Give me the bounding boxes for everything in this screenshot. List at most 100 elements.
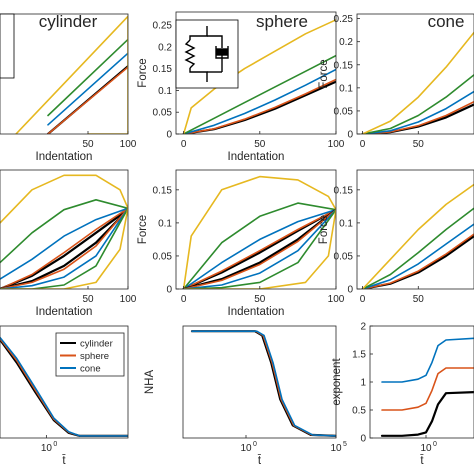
sphere-load-ytick-label-2: 0.1 [158,86,172,97]
cone-hysteresis-ytick-label-1: 0.05 [334,251,354,262]
cylinder-hysteresis-series-yellow-9 [0,207,128,289]
cone-load-ytick-label-2: 0.1 [339,83,353,94]
cone-load-series-group [361,31,474,134]
cone-load-series-yellow-4 [361,31,474,134]
cylinder-hysteresis-series-blue-2 [0,207,128,280]
exponent-series-black-0 [380,391,474,437]
cylinder-hysteresis-xlabel: Indentation [36,306,93,318]
exponent-ytick-label-1: 0.5 [352,406,366,417]
sphere-load-ytick-label-5: 0.25 [153,21,173,32]
cylinder-hysteresis-panel: 50 100 Indentation [0,169,137,318]
cone-load-ylabel: Force [318,59,330,88]
exponent-panel: 10 000.511.52t̄exponent [331,322,474,467]
sphere-hysteresis-series-red-1 [182,208,336,289]
sphere-hysteresis-panel: 0 50 100 0 0.05 0.1 0.15 Indentation Force [137,169,345,318]
cylinder-load-series-yellow-4 [15,15,128,134]
nha-xtick-exponent-1: 5 [343,441,347,448]
exponent-ytick-label-2: 1 [360,378,366,389]
nha-xlabel: t̄ [257,455,262,467]
exponent-ylabel: exponent [331,358,343,406]
nha-xtick-label-0: 10 [240,443,252,454]
sphere-load-ytick-label-0: 0 [166,130,172,141]
cylinder-load-xtick-label-1: 100 [120,139,137,150]
sphere-hysteresis-series-black-5 [182,208,336,289]
sphere-hysteresis-xlabel: Indentation [228,306,285,318]
sphere-hysteresis-series-blue-7 [182,208,336,289]
cylinder-hysteresis-series-green-3 [0,199,128,264]
cone-hysteresis-series-yellow-4 [361,183,474,289]
sphere-hysteresis-xtick-label-1: 50 [254,294,266,305]
exponent-ytick-label-4: 2 [360,322,366,333]
cone-hysteresis-ytick-label-0: 0 [347,285,353,296]
exponent-xlabel: t̄ [420,455,425,467]
cone-hysteresis-ylabel: Force [318,215,330,244]
cylinder-load-xlabel: Indentation [36,151,93,163]
cone-load-ytick-label-0: 0 [347,130,353,141]
sphere-load-ytick-label-1: 0.05 [153,108,173,119]
cone-load-title: cone [428,12,465,31]
nha-series-red-1 [191,330,336,437]
cone-load-axes-box [356,13,474,135]
sphere-hysteresis-series-yellow-4 [182,175,336,289]
sphere-hysteresis-ylabel: Force [137,215,149,244]
legend-entry-2: cone [80,364,101,375]
cylinder-hysteresis-xtick-label-1: 100 [120,294,137,305]
cone-hysteresis-ytick-label-2: 0.1 [339,218,353,229]
sphere-load-series-group [182,18,336,134]
cylinder-hysteresis-series-red-1 [0,207,128,289]
cone-hysteresis-series-green-3 [361,207,474,289]
cylinder-hysteresis-series-green-8 [0,207,128,289]
exponent-xtick-label-0: 10 [420,443,432,454]
cone-hysteresis-ytick-label-3: 0.15 [334,185,354,196]
cylinder-load-axes-box [0,13,129,135]
sphere-load-xtick-label-0: 0 [181,139,187,150]
nha-legend-series-blue-2 [0,336,128,437]
cylinder-load-series-red-1 [47,66,128,134]
sphere-hysteresis-axes-box [175,169,337,290]
nha-legend-xlabel: t̄ [62,455,67,467]
nha-legend-xtick-exponent-0: 0 [53,441,57,448]
cylinder-load-panel: 50100IndentationcylinderS [0,12,137,163]
nha-xtick-exponent-0: 0 [253,441,257,448]
cone-load-ytick-label-4: 0.2 [339,37,353,48]
nha-axes-box [182,325,337,439]
sphere-load-xlabel: Indentation [228,151,285,163]
sphere-hysteresis-ytick-label-1: 0.05 [153,251,173,262]
exponent-xtick-exponent-0: 0 [433,441,437,448]
cone-hysteresis-series-blue-2 [361,223,474,289]
cone-load-series-green-3 [361,74,474,134]
cone-hysteresis-xtick-label-1: 50 [413,294,425,305]
nha-legend-series-group [0,336,128,437]
cylinder-load-series-group [15,15,128,134]
nha-legend-axes-box [0,325,129,439]
nha-legend-xtick-label-0: 10 [41,443,53,454]
cone-hysteresis-axes-box [356,169,474,290]
sphere-load-ytick-label-3: 0.15 [153,64,173,75]
cone-load-panel: 0 50 0 0.05 0.1 0.15 0.2 0.25 Force cone [318,12,474,150]
sphere-hysteresis-ytick-label-2: 0.1 [158,218,172,229]
sphere-load-series-yellow-4 [182,18,336,134]
panels: 50100IndentationcylinderS05010000.050.10… [0,11,474,467]
exponent-ytick-label-3: 1.5 [352,350,366,361]
sphere-hysteresis-xtick-label-2: 100 [328,294,345,305]
sphere-hysteresis-series-green-3 [182,202,336,289]
sphere-load-series-blue-2 [182,68,336,134]
decorations [0,13,239,89]
cylinder-load-series-blue-2 [47,52,128,126]
cone-hysteresis-series-red-1 [361,233,474,289]
exponent-series-blue-2 [381,337,474,383]
cylinder-hysteresis-series-group [0,174,128,289]
cylinder-hysteresis-series-black-5 [0,208,128,289]
cylinder-hysteresis-axes-box [0,169,129,290]
sphere-load-title: sphere [256,12,308,31]
cylinder-load-series-yellow-5 [87,15,128,134]
cone-load-ytick-label-1: 0.05 [334,106,354,117]
cylinder-hysteresis-series-red-6 [0,207,128,289]
cone-load-xtick-label-1: 50 [413,139,425,150]
sphere-hysteresis-series-green-8 [182,208,336,289]
cone-load-ytick-label-5: 0.25 [334,14,354,25]
cone-load-series-blue-2 [361,90,474,134]
